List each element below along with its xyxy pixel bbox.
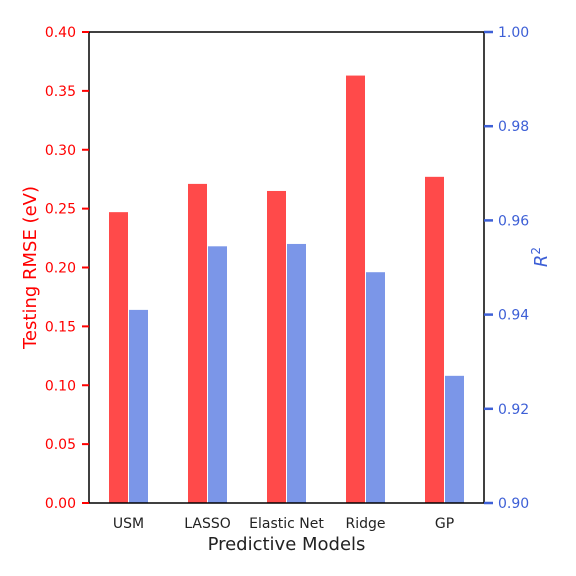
r2-bar-lasso [208,246,227,503]
left-tick-label: 0.25 [45,202,76,218]
x-tick-label: Elastic Net [249,516,324,532]
rmse-bar-gp [425,176,444,503]
left-tick-label: 0.40 [45,25,76,41]
left-y-axis: 0.00 0.05 0.10 0.15 0.20 0.25 0.30 0.35 0.40 [45,25,89,512]
r2-bar-usm [129,309,148,503]
x-tick-label: USM [113,516,144,532]
left-tick-label: 0.35 [45,84,76,100]
right-tick-label: 0.90 [498,496,529,512]
left-tick-label: 0.05 [45,437,76,453]
rmse-bar-elastic-net [267,190,286,503]
left-axis-title: Testing RMSE (eV) [20,186,41,350]
left-tick-label: 0.10 [45,378,76,394]
right-tick-label: 0.94 [498,308,529,324]
left-tick-label: 0.00 [45,496,76,512]
left-tick-label: 0.20 [45,261,76,277]
right-tick-label: 0.96 [498,213,529,229]
right-axis-title-sup: 2 [529,247,543,255]
plot-frame [88,31,485,504]
right-tick-label: 1.00 [498,25,529,41]
right-tick-label: 0.92 [498,402,529,418]
x-tick-label: GP [435,516,454,532]
rmse-bar-lasso [188,183,207,503]
rmse-bar-usm [109,212,128,503]
x-tick-label: LASSO [184,516,231,532]
rmse-bar-ridge [346,75,365,503]
left-tick-label: 0.15 [45,319,76,335]
right-axis-title: R2 [529,247,552,267]
right-axis-title-base: R [531,255,552,268]
bars-layer [109,75,464,503]
r2-bar-elastic-net [287,243,306,503]
r2-bar-gp [445,375,464,503]
left-tick-label: 0.30 [45,143,76,159]
r2-bar-ridge [366,272,385,503]
right-tick-label: 0.98 [498,119,529,135]
x-axis: USM LASSO Elastic Net Ridge GP [113,516,454,532]
x-tick-label: Ridge [345,516,385,532]
x-axis-title: Predictive Models [208,534,366,555]
right-y-axis: 0.90 0.92 0.94 0.96 0.98 1.00 [484,25,529,512]
